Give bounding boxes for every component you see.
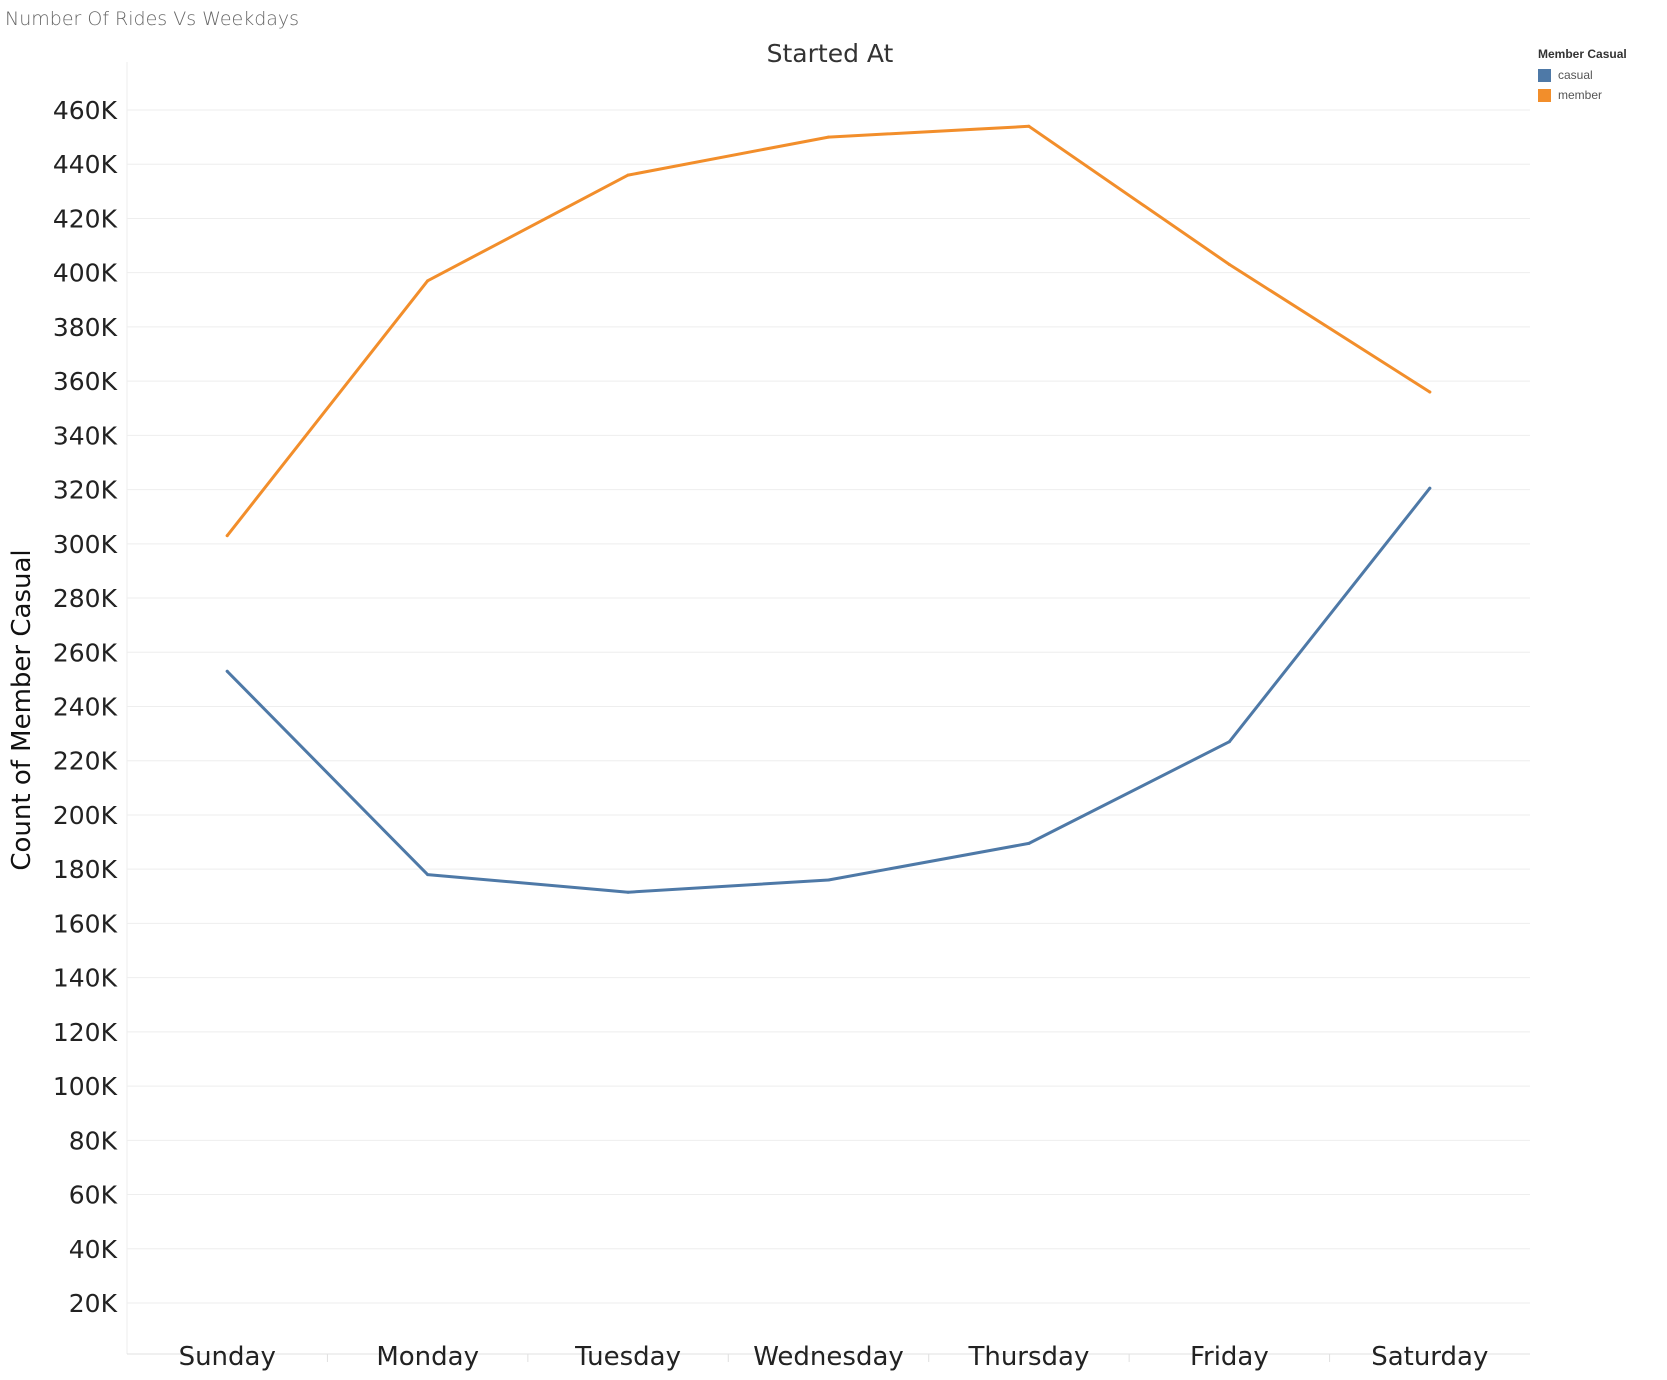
y-tick-label: 40K [69, 1235, 118, 1264]
y-tick-label: 140K [53, 964, 118, 993]
legend: Member Casual casual member [1538, 47, 1627, 105]
y-tick-label: 240K [53, 693, 118, 722]
chart-title: Started At [767, 39, 894, 68]
data-point-casual [225, 669, 229, 673]
y-tick-label: 380K [53, 313, 118, 342]
y-axis-ticks: 20K 40K 60K 80K 100K 120K 140K 160K 180K 200K 220K… [53, 96, 118, 1318]
legend-title: Member Casual [1538, 47, 1627, 61]
data-point-member [1227, 263, 1231, 267]
x-tick-label: Tuesday [574, 1342, 681, 1372]
legend-swatch-casual [1538, 68, 1551, 82]
x-tick-label: Thursday [967, 1342, 1089, 1372]
x-tick-label: Saturday [1371, 1342, 1488, 1372]
data-point-member [426, 279, 430, 283]
x-tick-label: Friday [1190, 1342, 1269, 1372]
y-tick-label: 320K [53, 476, 118, 505]
data-point-member [1428, 390, 1432, 394]
data-point-casual [1027, 841, 1031, 845]
y-tick-label: 80K [69, 1126, 118, 1155]
y-tick-label: 120K [53, 1018, 118, 1047]
data-point-casual [1227, 740, 1231, 744]
legend-item-member[interactable]: member [1538, 85, 1627, 105]
y-tick-label: 460K [53, 96, 118, 125]
y-axis-label: Count of Member Casual [7, 549, 37, 870]
y-tick-label: 200K [53, 801, 118, 830]
data-point-casual [626, 890, 630, 894]
series-line-casual [225, 486, 1432, 894]
series-lines [225, 124, 1432, 894]
data-point-casual [1428, 486, 1432, 490]
y-tick-label: 260K [53, 638, 118, 667]
x-tick-label: Wednesday [753, 1342, 904, 1372]
data-point-member [626, 173, 630, 177]
y-tick-label: 300K [53, 530, 118, 559]
series-line-member [225, 124, 1432, 538]
y-tick-label: 160K [53, 909, 118, 938]
legend-item-casual[interactable]: casual [1538, 65, 1627, 85]
y-tick-label: 340K [53, 421, 118, 450]
x-tick-label: Sunday [179, 1342, 276, 1372]
gridlines [127, 109, 1530, 1304]
data-point-casual [426, 873, 430, 877]
data-point-member [1027, 124, 1031, 128]
sheet-title: Number Of Rides Vs Weekdays [5, 8, 300, 30]
y-tick-label: 60K [69, 1181, 118, 1210]
y-tick-label: 220K [53, 747, 118, 776]
data-point-member [827, 135, 830, 139]
y-tick-label: 440K [53, 150, 118, 179]
y-tick-label: 420K [53, 204, 118, 233]
y-tick-label: 400K [53, 259, 118, 288]
y-tick-label: 280K [53, 584, 118, 613]
legend-label-member: member [1558, 88, 1603, 102]
y-tick-label: 100K [53, 1072, 118, 1101]
y-tick-label: 360K [53, 367, 118, 396]
data-point-member [225, 534, 229, 538]
y-tick-label: 20K [69, 1289, 118, 1318]
x-axis-ticks: Sunday Monday Tuesday Wednesday Thursday Frid… [179, 1342, 1489, 1372]
legend-swatch-member [1538, 88, 1551, 102]
y-tick-label: 180K [53, 855, 118, 884]
x-tick-label: Monday [376, 1342, 479, 1372]
data-point-casual [827, 878, 830, 882]
axes [126, 62, 1530, 1362]
legend-label-casual: casual [1558, 68, 1593, 82]
